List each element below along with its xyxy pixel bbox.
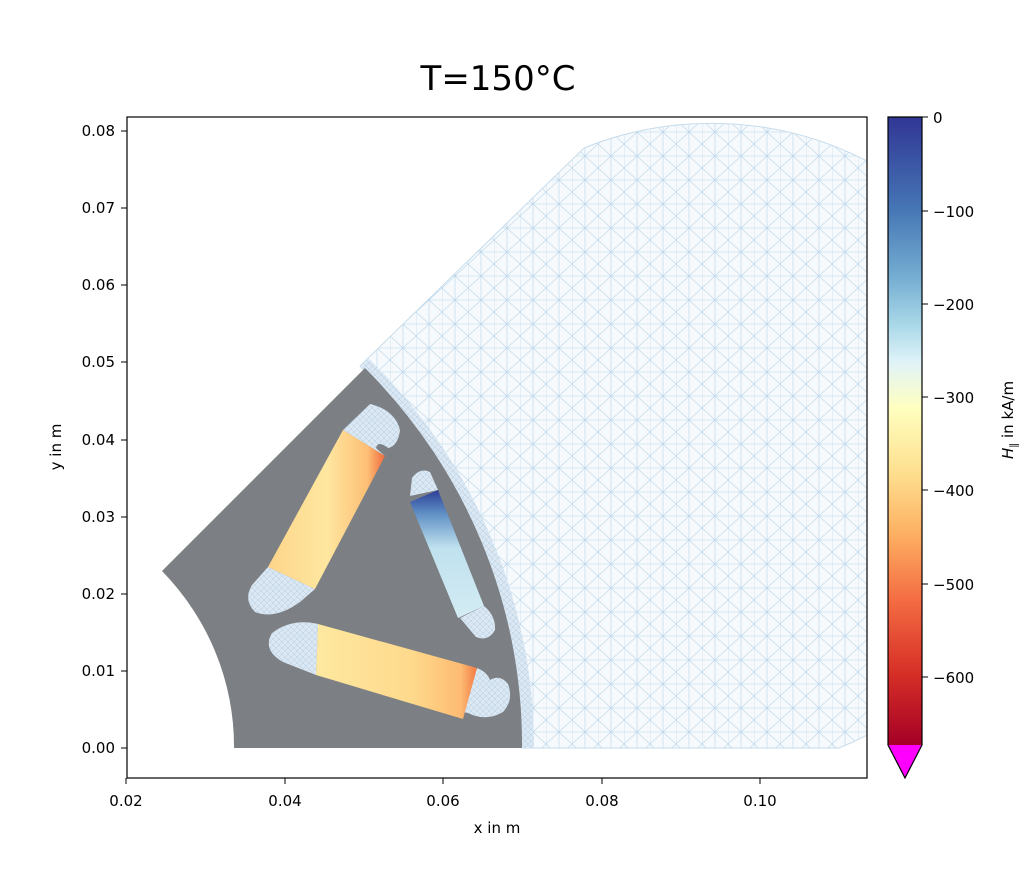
y-tick-label: 0.00 bbox=[82, 739, 115, 757]
x-tick-label: 0.06 bbox=[426, 792, 459, 810]
colorbar-label-unit: in kA/m bbox=[999, 381, 1017, 443]
rotor-iron-region bbox=[162, 368, 523, 748]
plot-area bbox=[162, 122, 867, 749]
y-tick-label: 0.04 bbox=[82, 431, 115, 449]
colorbar-tick-label: 0 bbox=[933, 109, 943, 127]
y-axis: 0.00 0.01 0.02 0.03 0.04 0.05 0.06 0.07 … bbox=[47, 122, 127, 757]
y-axis-label: y in m bbox=[47, 424, 65, 471]
colorbar-under-extension bbox=[888, 745, 922, 778]
y-tick-label: 0.08 bbox=[82, 122, 115, 140]
colorbar-tick-label: −200 bbox=[933, 296, 974, 314]
y-tick-label: 0.06 bbox=[82, 276, 115, 294]
magnet-lower bbox=[268, 622, 511, 719]
chart-title: T=150°C bbox=[420, 59, 576, 99]
colorbar-label-subscript: ∥ bbox=[1009, 443, 1020, 448]
colorbar-label: H∥ in kA/m bbox=[999, 381, 1020, 459]
axes-frame bbox=[126, 116, 868, 779]
colorbar-tick-label: −600 bbox=[933, 669, 974, 687]
colorbar-label-symbol: H bbox=[999, 448, 1017, 459]
x-tick-label: 0.02 bbox=[109, 792, 142, 810]
x-axis: 0.02 0.04 0.06 0.08 0.10 x in m bbox=[109, 778, 777, 837]
colorbar-tick-label: −300 bbox=[933, 389, 974, 407]
x-tick-label: 0.10 bbox=[743, 792, 776, 810]
y-tick-label: 0.02 bbox=[82, 585, 115, 603]
y-tick-label: 0.01 bbox=[82, 662, 115, 680]
magnet-upper-left bbox=[248, 404, 400, 615]
colorbar-tick-label: −100 bbox=[933, 203, 974, 221]
magnet-middle-right bbox=[410, 470, 496, 639]
y-tick-label: 0.05 bbox=[82, 353, 115, 371]
x-axis-label: x in m bbox=[474, 819, 521, 837]
colorbar-gradient bbox=[888, 117, 922, 745]
x-tick-label: 0.04 bbox=[268, 792, 301, 810]
colorbar-tick-label: −400 bbox=[933, 482, 974, 500]
y-tick-label: 0.03 bbox=[82, 508, 115, 526]
y-tick-label: 0.07 bbox=[82, 199, 115, 217]
colorbar-tick-label: −500 bbox=[933, 576, 974, 594]
x-tick-label: 0.08 bbox=[585, 792, 618, 810]
colorbar: 0 −100 −200 −300 −400 −500 −600 H∥ in kA… bbox=[887, 109, 1020, 780]
